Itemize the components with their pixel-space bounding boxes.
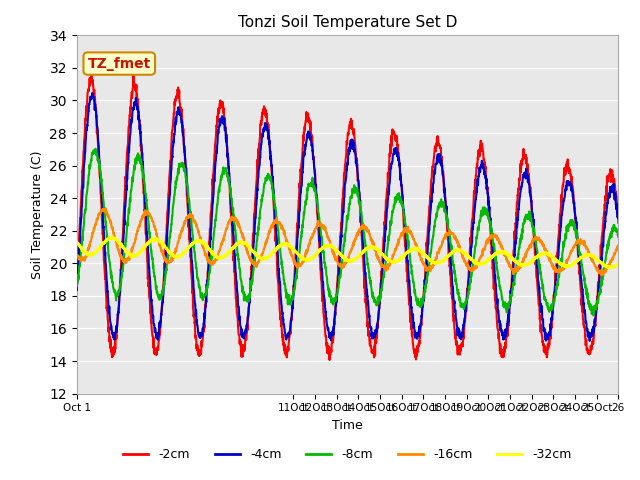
Y-axis label: Soil Temperature (C): Soil Temperature (C) <box>31 150 44 279</box>
Legend: -2cm, -4cm, -8cm, -16cm, -32cm: -2cm, -4cm, -8cm, -16cm, -32cm <box>118 443 577 466</box>
Text: TZ_fmet: TZ_fmet <box>88 57 151 71</box>
X-axis label: Time: Time <box>332 419 363 432</box>
Title: Tonzi Soil Temperature Set D: Tonzi Soil Temperature Set D <box>238 15 457 30</box>
